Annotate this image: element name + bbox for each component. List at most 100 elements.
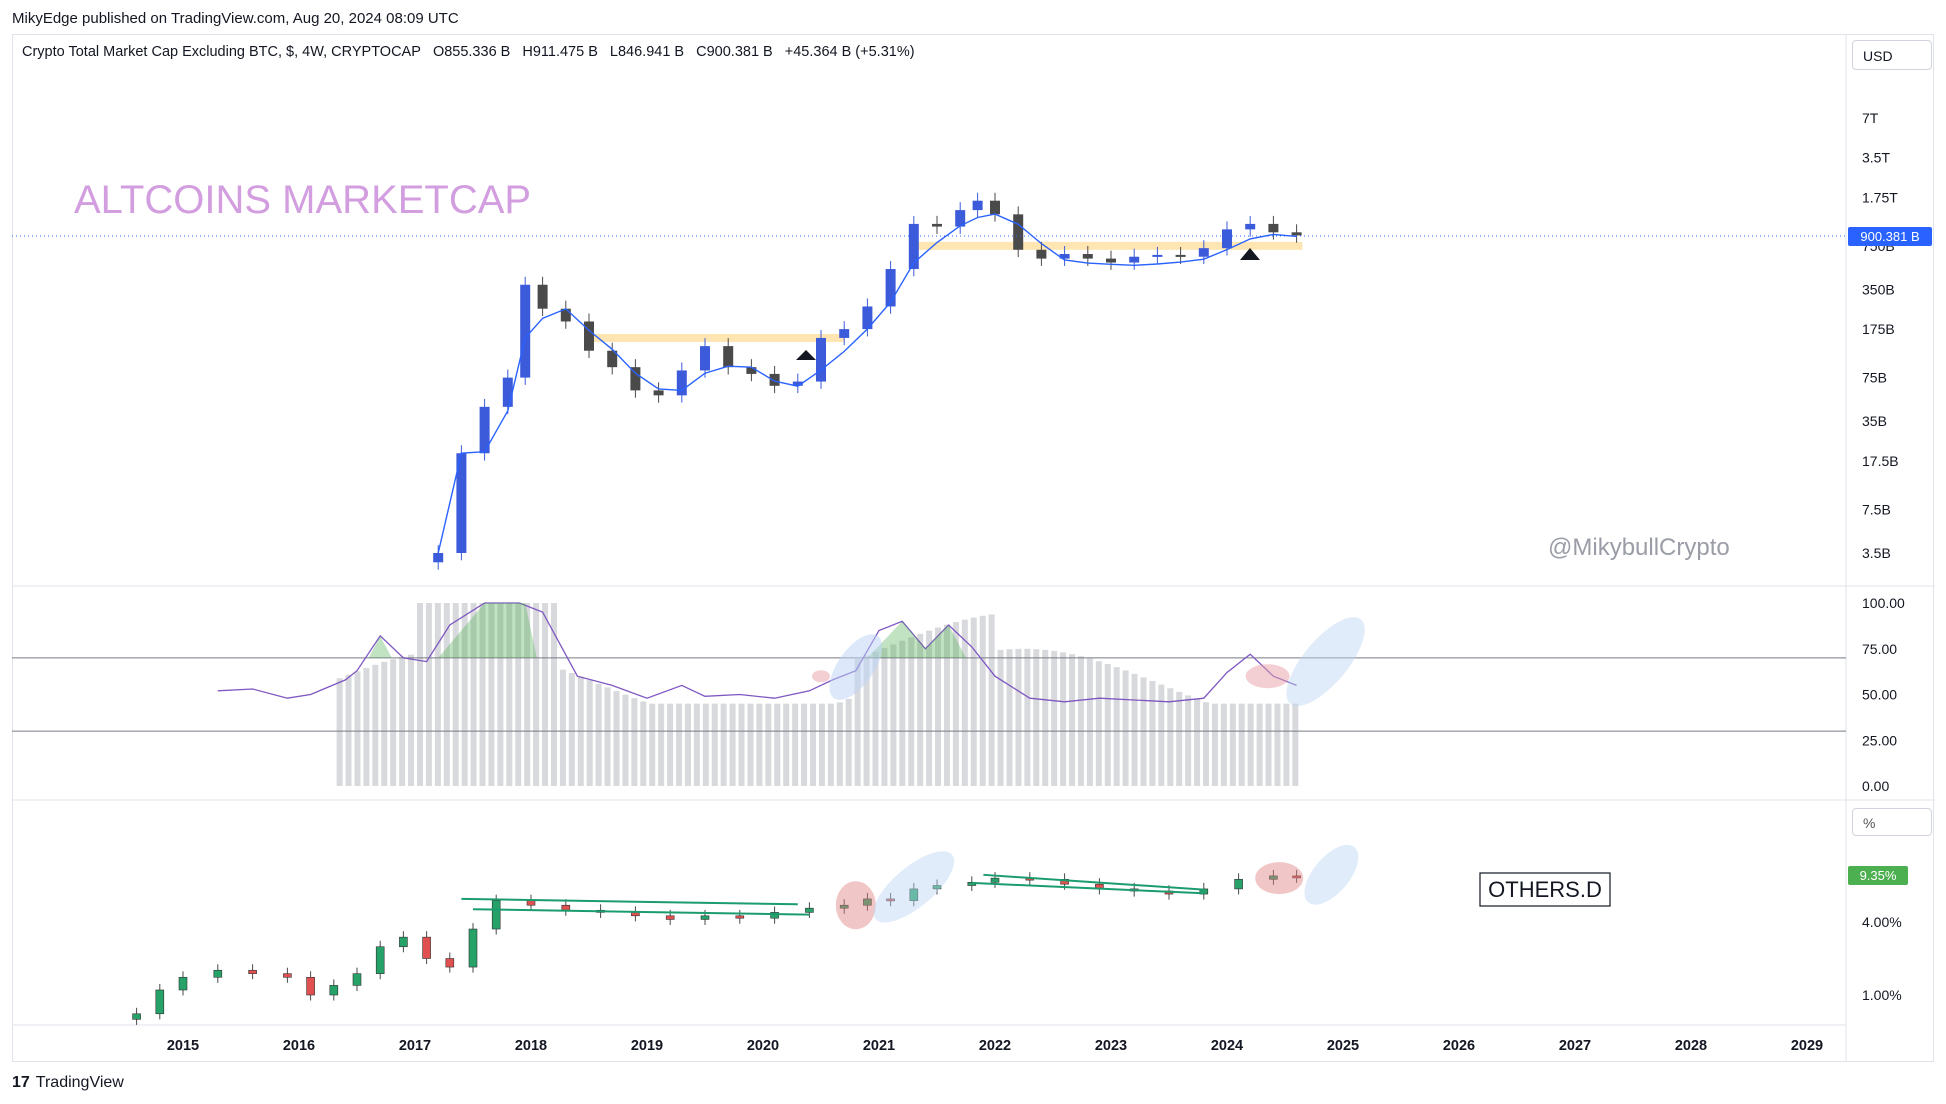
osc-bar (720, 703, 727, 786)
osc-bar (792, 703, 799, 786)
osc-bar (899, 640, 906, 786)
osc-bar (1211, 703, 1218, 786)
candle-body (1106, 258, 1116, 263)
candle-body (502, 377, 513, 407)
osc-tick-label: 100.00 (1862, 595, 1905, 611)
price-tick-label: 7T (1862, 110, 1879, 126)
osc-bar (667, 703, 674, 786)
osc-bar (863, 655, 870, 786)
candle-body (955, 210, 966, 227)
percent-scale-button[interactable]: % (1852, 808, 1932, 836)
others-candle-body (665, 915, 675, 920)
candle-body (908, 223, 919, 270)
osc-bar (783, 703, 790, 786)
osc-bar (1131, 673, 1138, 786)
osc-bar (443, 603, 450, 786)
osc-bar (542, 603, 549, 786)
osc-bar (738, 703, 745, 786)
osc-bar (961, 619, 968, 786)
osc-bar (1158, 684, 1165, 786)
osc-bar (1122, 670, 1129, 786)
osc-bar (997, 649, 1004, 786)
price-tick-label: 1.75T (1862, 189, 1898, 205)
osc-bar (345, 674, 352, 786)
candle-body (1129, 256, 1140, 263)
main-price-axis[interactable]: 7T3.5T1.75T750B350B175B75B35B17.5B7.5B3.… (1862, 110, 1899, 561)
time-axis[interactable]: 2015 2016 2017 2018 2019 2020 2021 2022 2023 2024… (167, 1038, 1823, 1054)
retest-marker (1240, 248, 1260, 260)
oscillator-line (217, 602, 1297, 703)
price-tick-label: 7.5B (1862, 501, 1891, 517)
highlight-ellipse (829, 634, 883, 700)
osc-bar (434, 603, 441, 786)
osc-bar (1051, 650, 1058, 786)
highlight-ellipse (1286, 617, 1365, 707)
osc-bar (506, 603, 513, 786)
candle-body (990, 200, 1000, 215)
legend-symbol[interactable]: Crypto Total Market Cap Excluding BTC, $… (22, 44, 421, 60)
candle-body (433, 553, 444, 563)
last-price-tag (1848, 227, 1932, 246)
osc-bar (943, 624, 950, 786)
osc-bar (684, 703, 691, 786)
currency-button[interactable]: USD (1852, 40, 1932, 70)
candle-body (653, 390, 664, 396)
osc-bar (381, 661, 388, 786)
osc-bar (497, 603, 504, 786)
osc-bar (631, 698, 638, 786)
oscillator-axis[interactable]: 100.00 75.00 50.00 25.00 0.00 (1862, 595, 1905, 794)
candle-body (676, 370, 687, 396)
price-tick-label: 35B (1862, 413, 1887, 429)
osc-bar (1229, 703, 1236, 786)
osc-bar (1042, 649, 1049, 786)
candle-body (1013, 214, 1024, 250)
osc-bar (818, 703, 825, 786)
time-tick-label: 2025 (1327, 1038, 1359, 1054)
osc-bar (845, 699, 852, 786)
osc-bar (1292, 703, 1299, 786)
breakout-marker (796, 350, 816, 360)
candle-body (1222, 229, 1232, 249)
osc-bar (676, 703, 683, 786)
osc-bar (568, 673, 575, 786)
time-tick-label: 2029 (1791, 1038, 1823, 1054)
overbought-fill (438, 603, 537, 658)
osc-bar (649, 703, 656, 786)
osc-bar (515, 603, 522, 786)
others-trendlines (461, 873, 1204, 916)
osc-bar (658, 703, 665, 786)
time-tick-label: 2026 (1443, 1038, 1475, 1054)
candle-body (972, 200, 983, 211)
osc-bar (354, 671, 361, 786)
osc-bar (1194, 698, 1201, 786)
osc-bar (693, 703, 700, 786)
osc-bar (559, 669, 566, 786)
osc-bar (917, 633, 924, 786)
others-candle-body (735, 915, 745, 919)
others-candle-body (863, 898, 872, 906)
osc-bar (595, 683, 602, 786)
overbought-fill (867, 621, 966, 658)
osc-bar (452, 603, 459, 786)
others-candle-body (909, 888, 919, 901)
osc-bar (729, 703, 736, 786)
osc-bar (390, 659, 397, 786)
osc-bar (1176, 691, 1183, 786)
others-candle-body (329, 985, 339, 996)
others-axis[interactable]: 4.00% 1.00% (1862, 914, 1902, 1003)
time-tick-label: 2028 (1675, 1038, 1707, 1054)
time-tick-label: 2019 (631, 1038, 663, 1054)
others-candle-body (155, 989, 165, 1015)
candle-body (1036, 249, 1047, 259)
osc-bar (1203, 702, 1210, 786)
others-candle-body (805, 907, 814, 913)
osc-bar (890, 644, 897, 786)
candle-body (537, 284, 548, 309)
price-tick-label: 175B (1862, 321, 1895, 337)
others-candle-body (445, 958, 455, 968)
candle-body (630, 367, 641, 391)
others-candle-body (422, 936, 431, 959)
osc-bar (801, 703, 808, 786)
osc-bar (1140, 677, 1147, 786)
